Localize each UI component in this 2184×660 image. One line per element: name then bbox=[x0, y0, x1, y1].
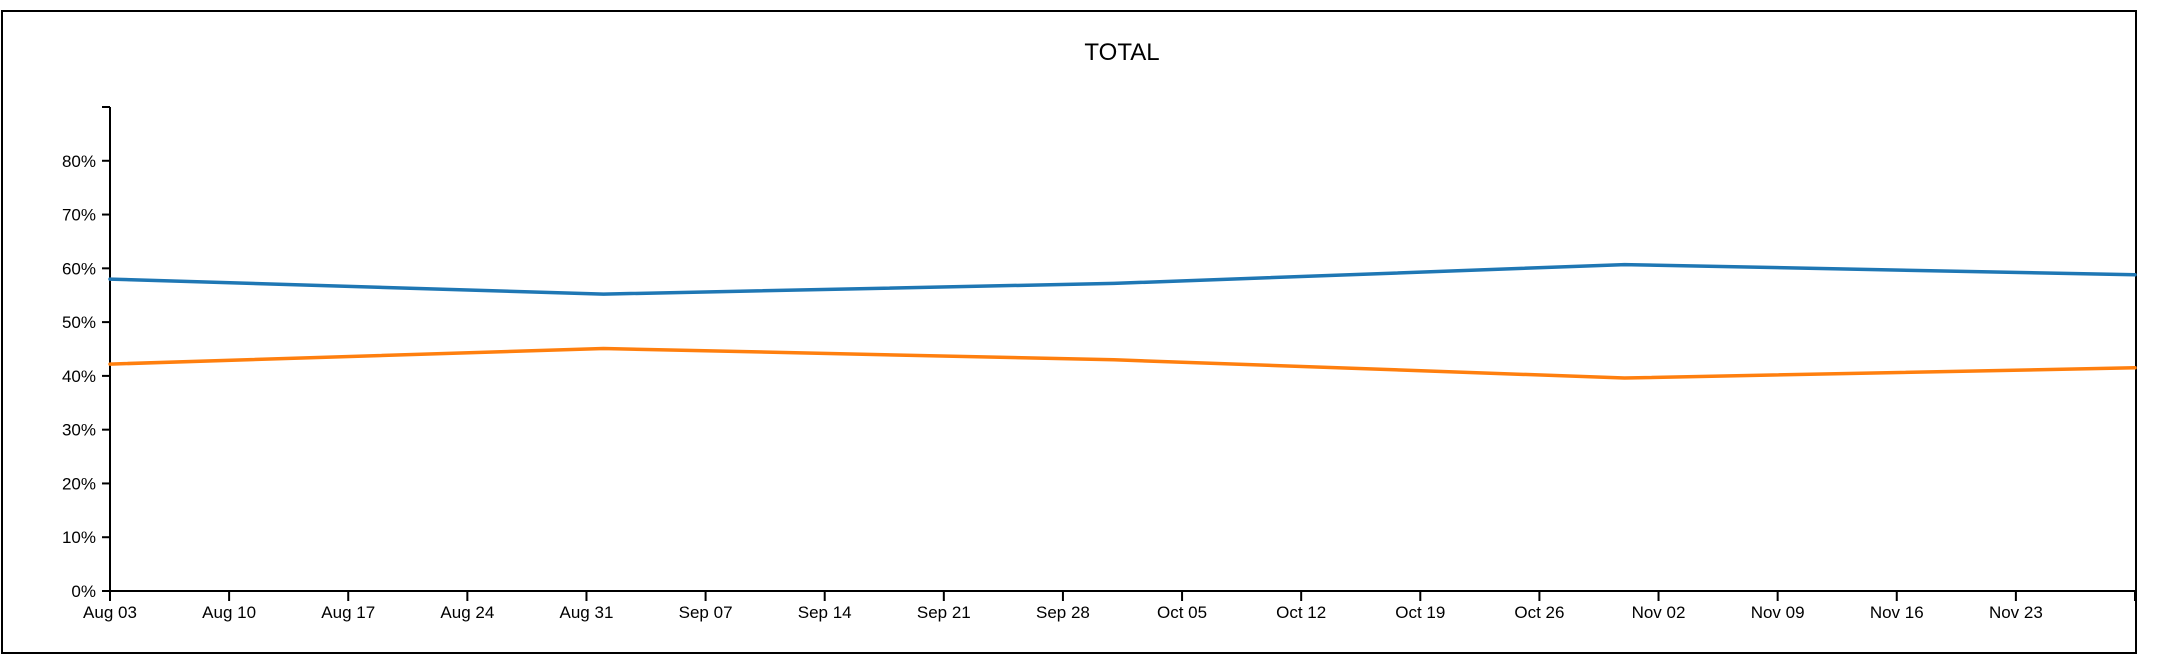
x-tick-label: Oct 05 bbox=[1157, 603, 1207, 622]
y-tick-label: 80% bbox=[62, 152, 96, 171]
x-tick-label: Aug 31 bbox=[560, 603, 614, 622]
series-line-2 bbox=[108, 346, 2137, 380]
y-axis: 0% 10% 20% 30% 40% 50% 60% 70% 80% bbox=[62, 106, 111, 601]
y-tick-label: 0% bbox=[71, 582, 96, 601]
y-tick-label: 50% bbox=[62, 313, 96, 332]
x-tick-label: Nov 02 bbox=[1632, 603, 1686, 622]
x-axis: Aug 03 Aug 10 Aug 17 Aug 24 Aug 31 Sep 07 Sep … bbox=[83, 590, 2136, 622]
x-tick-label: Sep 21 bbox=[917, 603, 971, 622]
series-line-1 bbox=[108, 262, 2137, 296]
y-tick-label: 10% bbox=[62, 528, 96, 547]
x-tick-label: Sep 28 bbox=[1036, 603, 1090, 622]
x-tick-label: Sep 07 bbox=[679, 603, 733, 622]
y-tick-label: 20% bbox=[62, 474, 96, 493]
x-tick-label: Aug 17 bbox=[321, 603, 375, 622]
x-tick-label: Aug 24 bbox=[440, 603, 494, 622]
y-tick-label: 70% bbox=[62, 206, 96, 225]
y-tick-label: 40% bbox=[62, 367, 96, 386]
x-tick-label: Aug 10 bbox=[202, 603, 256, 622]
chart-title: TOTAL bbox=[1084, 39, 1159, 66]
chart-frame bbox=[1, 10, 2137, 654]
x-tick-label: Sep 14 bbox=[798, 603, 852, 622]
x-tick-label: Nov 23 bbox=[1989, 603, 2043, 622]
x-tick-label: Oct 12 bbox=[1276, 603, 1326, 622]
series-layer bbox=[108, 262, 2137, 380]
y-tick-label: 60% bbox=[62, 259, 96, 278]
x-tick-label: Nov 16 bbox=[1870, 603, 1924, 622]
x-tick-label: Nov 09 bbox=[1751, 603, 1805, 622]
x-tick-label: Aug 03 bbox=[83, 603, 137, 622]
x-tick-label: Oct 26 bbox=[1514, 603, 1564, 622]
y-tick-label: 30% bbox=[62, 421, 96, 440]
x-tick-label: Oct 19 bbox=[1395, 603, 1445, 622]
